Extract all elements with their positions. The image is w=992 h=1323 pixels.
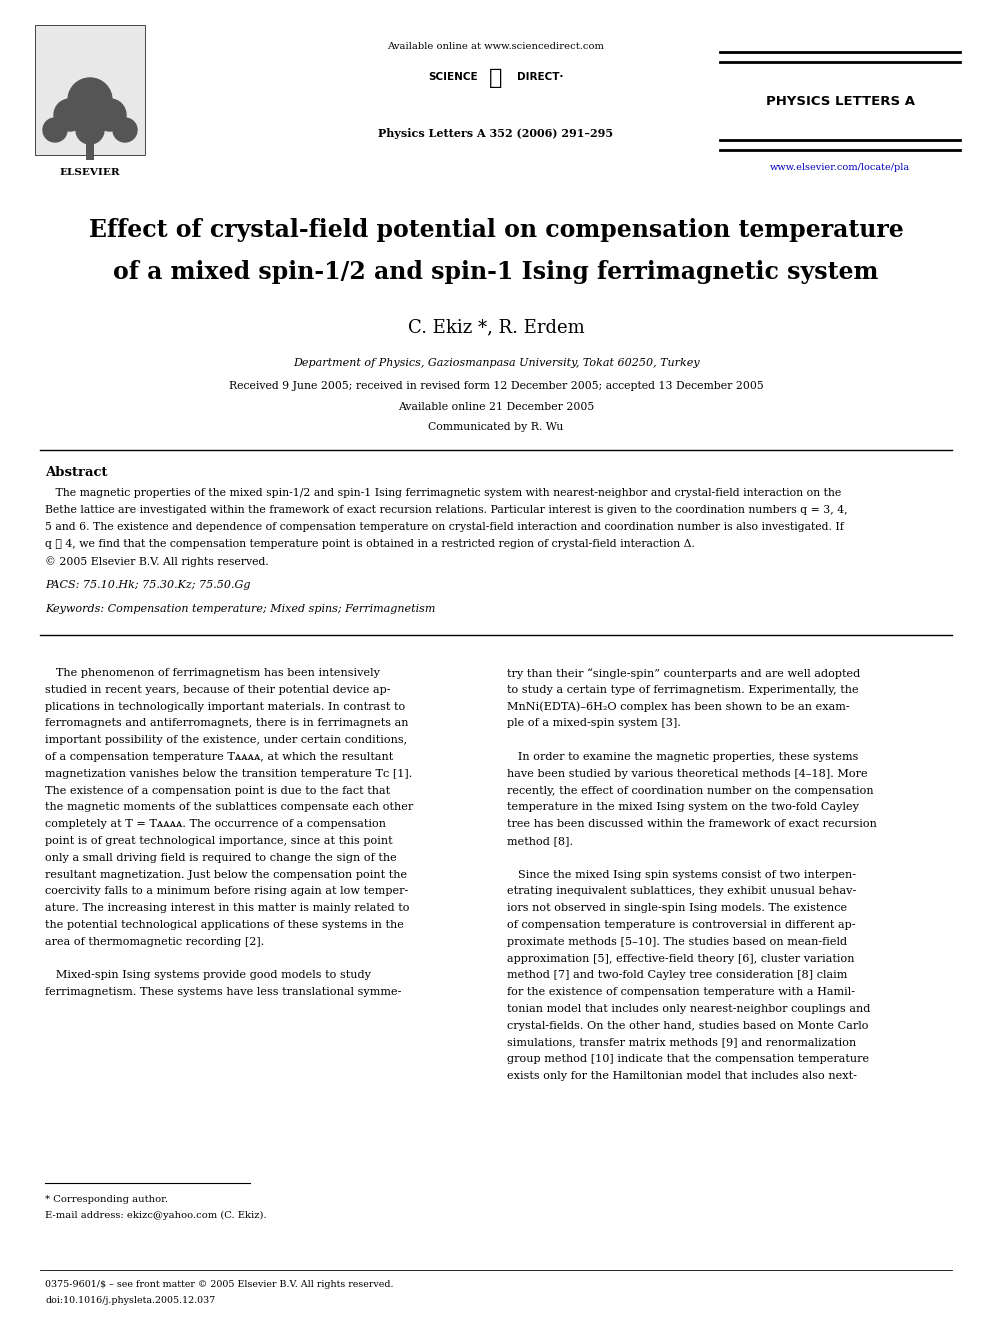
Text: try than their “single-spin” counterparts and are well adopted: try than their “single-spin” counterpart… (507, 668, 860, 679)
Text: Department of Physics, Gaziosmanpasa University, Tokat 60250, Turkey: Department of Physics, Gaziosmanpasa Uni… (293, 359, 699, 368)
Text: 0375-9601/$ – see front matter © 2005 Elsevier B.V. All rights reserved.: 0375-9601/$ – see front matter © 2005 El… (45, 1279, 394, 1289)
Text: SCIENCE: SCIENCE (429, 71, 478, 82)
Text: C. Ekiz *, R. Erdem: C. Ekiz *, R. Erdem (408, 318, 584, 336)
Text: www.elsevier.com/locate/pla: www.elsevier.com/locate/pla (770, 163, 910, 172)
Text: of compensation temperature is controversial in different ap-: of compensation temperature is controver… (507, 919, 855, 930)
Text: E-mail address: ekizc@yahoo.com (C. Ekiz).: E-mail address: ekizc@yahoo.com (C. Ekiz… (45, 1211, 267, 1220)
Text: of a compensation temperature Tᴀᴀᴀᴀ, at which the resultant: of a compensation temperature Tᴀᴀᴀᴀ, at … (45, 751, 393, 762)
Text: q ⩾ 4, we find that the compensation temperature point is obtained in a restrict: q ⩾ 4, we find that the compensation tem… (45, 538, 694, 549)
Text: etrating inequivalent sublattices, they exhibit unusual behav-: etrating inequivalent sublattices, they … (507, 886, 856, 897)
Text: coercivity falls to a minimum before rising again at low temper-: coercivity falls to a minimum before ris… (45, 886, 409, 897)
Text: 5 and 6. The existence and dependence of compensation temperature on crystal-fie: 5 and 6. The existence and dependence of… (45, 523, 844, 532)
Text: area of thermomagnetic recording [2].: area of thermomagnetic recording [2]. (45, 937, 264, 947)
Text: temperature in the mixed Ising system on the two-fold Cayley: temperature in the mixed Ising system on… (507, 803, 859, 812)
Text: simulations, transfer matrix methods [9] and renormalization: simulations, transfer matrix methods [9]… (507, 1037, 856, 1048)
Text: proximate methods [5–10]. The studies based on mean-field: proximate methods [5–10]. The studies ba… (507, 937, 847, 947)
Circle shape (76, 116, 104, 144)
Text: have been studied by various theoretical methods [4–18]. More: have been studied by various theoretical… (507, 769, 868, 779)
Text: doi:10.1016/j.physleta.2005.12.037: doi:10.1016/j.physleta.2005.12.037 (45, 1297, 215, 1304)
Text: important possibility of the existence, under certain conditions,: important possibility of the existence, … (45, 736, 407, 745)
Text: The magnetic properties of the mixed spin-1/2 and spin-1 Ising ferrimagnetic sys: The magnetic properties of the mixed spi… (45, 488, 841, 497)
Text: DIRECT·: DIRECT· (517, 71, 563, 82)
Text: ELSEVIER: ELSEVIER (60, 168, 120, 177)
Text: approximation [5], effective-field theory [6], cluster variation: approximation [5], effective-field theor… (507, 954, 854, 963)
Text: crystal-fields. On the other hand, studies based on Monte Carlo: crystal-fields. On the other hand, studi… (507, 1021, 869, 1031)
Text: MnNi(EDTA)–6H₂O complex has been shown to be an exam-: MnNi(EDTA)–6H₂O complex has been shown t… (507, 701, 849, 712)
Circle shape (113, 118, 137, 142)
Text: The phenomenon of ferrimagnetism has been intensively: The phenomenon of ferrimagnetism has bee… (45, 668, 380, 677)
Text: to study a certain type of ferrimagnetism. Experimentally, the: to study a certain type of ferrimagnetis… (507, 685, 859, 695)
Circle shape (68, 78, 112, 122)
Text: tree has been discussed within the framework of exact recursion: tree has been discussed within the frame… (507, 819, 877, 830)
Text: Effect of crystal-field potential on compensation temperature: Effect of crystal-field potential on com… (88, 218, 904, 242)
Text: PHYSICS LETTERS A: PHYSICS LETTERS A (766, 95, 915, 108)
Text: ⓓ: ⓓ (489, 67, 503, 89)
Text: Keywords: Compensation temperature; Mixed spins; Ferrimagnetism: Keywords: Compensation temperature; Mixe… (45, 605, 435, 614)
Text: ferromagnets and antiferromagnets, there is in ferrimagnets an: ferromagnets and antiferromagnets, there… (45, 718, 409, 729)
Text: point is of great technological importance, since at this point: point is of great technological importan… (45, 836, 393, 845)
Text: recently, the effect of coordination number on the compensation: recently, the effect of coordination num… (507, 786, 874, 795)
Circle shape (43, 118, 67, 142)
Text: Received 9 June 2005; received in revised form 12 December 2005; accepted 13 Dec: Received 9 June 2005; received in revise… (228, 381, 764, 392)
Text: Since the mixed Ising spin systems consist of two interpen-: Since the mixed Ising spin systems consi… (507, 869, 856, 880)
Text: * Corresponding author.: * Corresponding author. (45, 1195, 168, 1204)
Circle shape (54, 99, 86, 131)
Text: method [8].: method [8]. (507, 836, 573, 845)
Text: ferrimagnetism. These systems have less translational symme-: ferrimagnetism. These systems have less … (45, 987, 402, 998)
Text: completely at T = Tᴀᴀᴀᴀ. The occurrence of a compensation: completely at T = Tᴀᴀᴀᴀ. The occurrence … (45, 819, 386, 830)
Text: tonian model that includes only nearest-neighbor couplings and: tonian model that includes only nearest-… (507, 1004, 870, 1013)
Text: Available online at www.sciencedirect.com: Available online at www.sciencedirect.co… (388, 42, 604, 52)
Text: of a mixed spin-1/2 and spin-1 Ising ferrimagnetic system: of a mixed spin-1/2 and spin-1 Ising fer… (113, 261, 879, 284)
Text: only a small driving field is required to change the sign of the: only a small driving field is required t… (45, 853, 397, 863)
Text: group method [10] indicate that the compensation temperature: group method [10] indicate that the comp… (507, 1054, 869, 1065)
Text: plications in technologically important materials. In contrast to: plications in technologically important … (45, 701, 406, 712)
Text: the potential technological applications of these systems in the: the potential technological applications… (45, 919, 404, 930)
Text: Physics Letters A 352 (2006) 291–295: Physics Letters A 352 (2006) 291–295 (378, 128, 614, 139)
Text: © 2005 Elsevier B.V. All rights reserved.: © 2005 Elsevier B.V. All rights reserved… (45, 556, 269, 566)
Text: Mixed-spin Ising systems provide good models to study: Mixed-spin Ising systems provide good mo… (45, 970, 371, 980)
Text: Abstract: Abstract (45, 466, 107, 479)
Text: iors not observed in single-spin Ising models. The existence: iors not observed in single-spin Ising m… (507, 904, 847, 913)
Text: Available online 21 December 2005: Available online 21 December 2005 (398, 402, 594, 411)
Bar (35, 25, 145, 155)
Text: resultant magnetization. Just below the compensation point the: resultant magnetization. Just below the … (45, 869, 407, 880)
Text: for the existence of compensation temperature with a Hamil-: for the existence of compensation temper… (507, 987, 855, 998)
Text: In order to examine the magnetic properties, these systems: In order to examine the magnetic propert… (507, 751, 858, 762)
Text: ple of a mixed-spin system [3].: ple of a mixed-spin system [3]. (507, 718, 681, 729)
Text: magnetization vanishes below the transition temperature Tᴄ [1].: magnetization vanishes below the transit… (45, 769, 413, 779)
Text: Communicated by R. Wu: Communicated by R. Wu (429, 422, 563, 433)
Bar (86, 138, 94, 160)
Text: Bethe lattice are investigated within the framework of exact recursion relations: Bethe lattice are investigated within th… (45, 505, 847, 515)
Text: studied in recent years, because of their potential device ap-: studied in recent years, because of thei… (45, 685, 391, 695)
Text: The existence of a compensation point is due to the fact that: The existence of a compensation point is… (45, 786, 390, 795)
Text: method [7] and two-fold Cayley tree consideration [8] claim: method [7] and two-fold Cayley tree cons… (507, 970, 847, 980)
Text: PACS: 75.10.Hk; 75.30.Kz; 75.50.Gg: PACS: 75.10.Hk; 75.30.Kz; 75.50.Gg (45, 579, 251, 590)
Text: the magnetic moments of the sublattices compensate each other: the magnetic moments of the sublattices … (45, 803, 414, 812)
Circle shape (94, 99, 126, 131)
Text: ature. The increasing interest in this matter is mainly related to: ature. The increasing interest in this m… (45, 904, 410, 913)
Text: exists only for the Hamiltonian model that includes also next-: exists only for the Hamiltonian model th… (507, 1072, 857, 1081)
